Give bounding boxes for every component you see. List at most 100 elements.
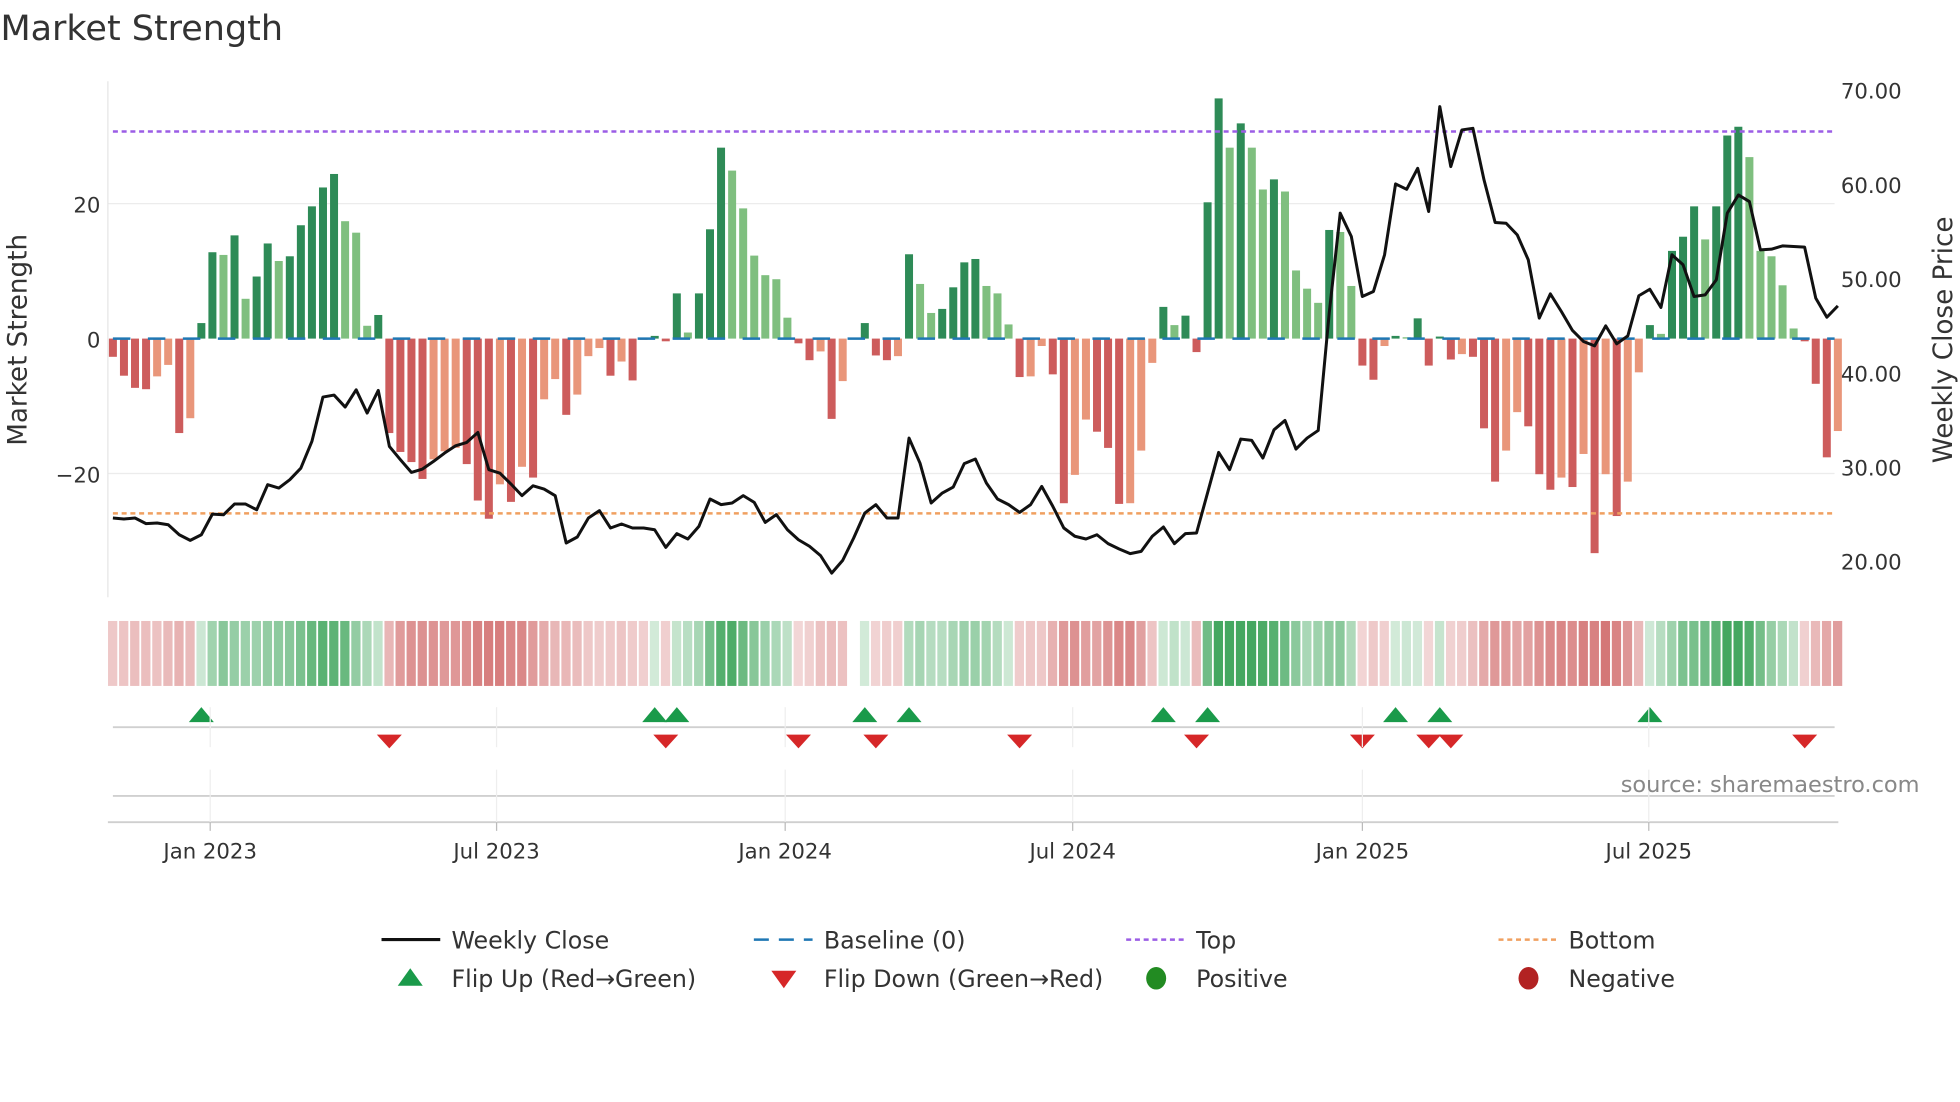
state-cell	[1656, 620, 1666, 686]
flip-down-marker	[1007, 734, 1033, 749]
strength-bar	[363, 325, 372, 339]
state-cell	[959, 620, 969, 686]
legend: Weekly Close Baseline (0) Top Bottom Fli…	[381, 926, 1675, 993]
strength-bar	[252, 276, 261, 339]
state-cell	[1600, 620, 1611, 686]
flip-down-marker	[1438, 734, 1464, 749]
state-cell	[1291, 620, 1301, 686]
strength-bar	[1645, 325, 1654, 339]
strength-bar	[672, 293, 681, 339]
state-cell	[185, 620, 195, 686]
strength-bar	[750, 255, 759, 339]
state-cell	[760, 620, 770, 686]
state-cell	[428, 620, 438, 686]
strength-bar	[860, 323, 869, 339]
strength-bar	[1668, 250, 1676, 339]
state-cell	[1589, 620, 1599, 686]
flip-down-marker	[863, 734, 889, 749]
state-cell	[1821, 620, 1832, 686]
chart-title: Market Strength	[0, 9, 283, 49]
strength-bar	[1491, 338, 1500, 482]
strength-bar	[993, 293, 1002, 339]
state-cell	[1423, 620, 1434, 686]
strength-bar	[462, 338, 471, 465]
strength-bar	[1679, 236, 1688, 339]
strength-bar	[1435, 336, 1444, 339]
strength-bar	[1347, 285, 1356, 339]
strength-bar	[241, 298, 250, 339]
legend-flip-down: Flip Down (Green→Red)	[771, 965, 1103, 993]
legend-top: Top	[1126, 926, 1236, 954]
flip-up-marker	[896, 707, 922, 723]
flip-up-marker	[852, 707, 878, 723]
x-tick-label: Jan 2023	[161, 839, 257, 864]
state-cell	[1269, 620, 1279, 686]
state-cell	[815, 620, 825, 686]
strength-bar	[208, 252, 217, 339]
strength-bar	[1380, 338, 1389, 347]
state-cell	[108, 620, 118, 686]
state-cell	[926, 620, 936, 686]
state-cell	[671, 620, 682, 686]
state-cell	[561, 620, 571, 686]
state-cell	[1103, 620, 1113, 686]
state-cell	[627, 620, 637, 686]
state-cell	[406, 620, 416, 686]
strength-bar	[1192, 338, 1201, 353]
strength-bar	[1126, 338, 1135, 504]
state-cell	[683, 620, 693, 686]
strength-bars	[108, 98, 1842, 554]
y2-axis-ticks: 70.00 60.00 50.00 40.00 30.00 20.00	[1841, 80, 1902, 576]
state-cell	[1744, 620, 1754, 686]
strength-bar	[1159, 306, 1168, 339]
state-cell	[130, 620, 140, 686]
state-cell	[1368, 620, 1378, 686]
strength-bar	[871, 338, 880, 356]
state-cell	[262, 620, 273, 686]
state-cell	[826, 620, 837, 686]
state-cell	[837, 620, 848, 686]
strength-bar	[1513, 338, 1522, 413]
strength-bar	[1037, 338, 1046, 347]
state-cell	[893, 620, 903, 686]
y-tick-label: 0	[87, 328, 101, 353]
strength-bar	[396, 338, 405, 452]
strength-bar	[1214, 98, 1223, 339]
y2-axis-label: Weekly Close Price	[1929, 217, 1959, 464]
reference-lines	[112, 130, 1835, 515]
strength-bar	[1336, 231, 1345, 339]
strength-bar	[1093, 338, 1102, 432]
flip-markers	[188, 707, 1818, 749]
state-cell	[859, 620, 870, 686]
strength-bar	[1457, 338, 1466, 355]
strength-bar	[816, 338, 825, 352]
strength-bar	[1104, 338, 1113, 448]
strength-bar	[1568, 338, 1577, 488]
state-cell	[1766, 620, 1776, 686]
strength-bar	[1557, 338, 1566, 478]
strength-bar	[1314, 302, 1323, 339]
state-cell	[1180, 620, 1190, 686]
state-cell	[1025, 620, 1036, 686]
state-cell	[870, 620, 881, 686]
legend-negative: Negative	[1518, 965, 1675, 993]
legend-bottom: Bottom	[1498, 926, 1655, 954]
y-axis-ticks: 20 0 −20	[56, 193, 101, 488]
strength-bar	[175, 338, 184, 434]
state-cell	[1733, 620, 1743, 686]
state-cell	[1335, 620, 1345, 686]
state-cell	[1412, 620, 1423, 686]
state-cell	[1678, 620, 1688, 686]
state-cell	[1479, 620, 1489, 686]
x-axis-ticks: Jan 2023 Jul 2023 Jan 2024 Jul 2024 Jan 2025…	[161, 707, 1692, 864]
strength-bar	[1303, 288, 1312, 339]
strength-bar	[761, 275, 770, 339]
legend-weekly-close: Weekly Close	[381, 926, 609, 954]
state-cell	[1490, 620, 1500, 686]
strength-bar	[473, 338, 482, 501]
strength-bar	[429, 338, 438, 460]
state-cell	[1003, 620, 1013, 686]
flip-down-marker	[1184, 734, 1210, 749]
y2-tick-label: 20.00	[1841, 551, 1902, 576]
flip-down-marker	[1416, 734, 1442, 749]
